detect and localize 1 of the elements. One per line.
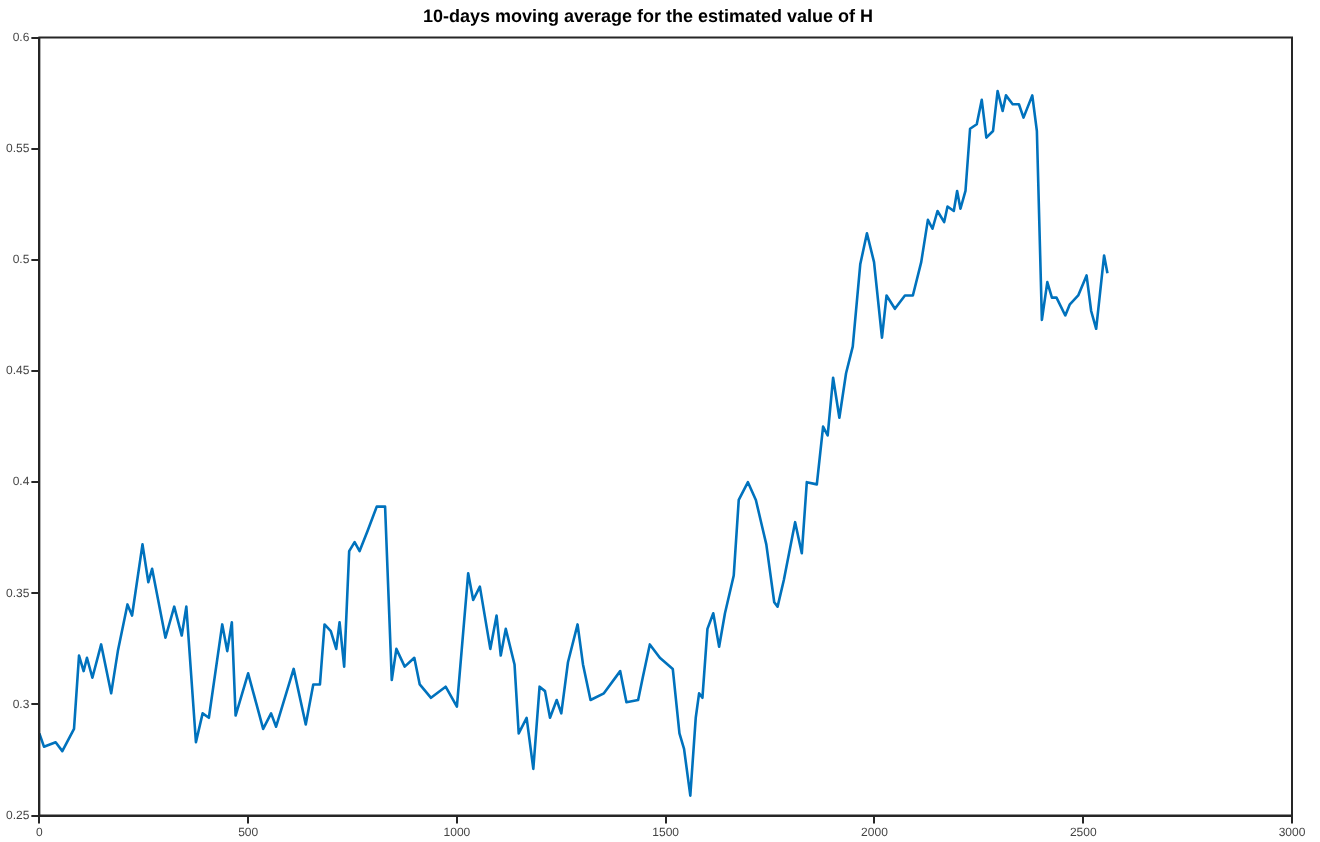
chart-title: 10-days moving average for the estimated value of H	[422, 5, 874, 26]
